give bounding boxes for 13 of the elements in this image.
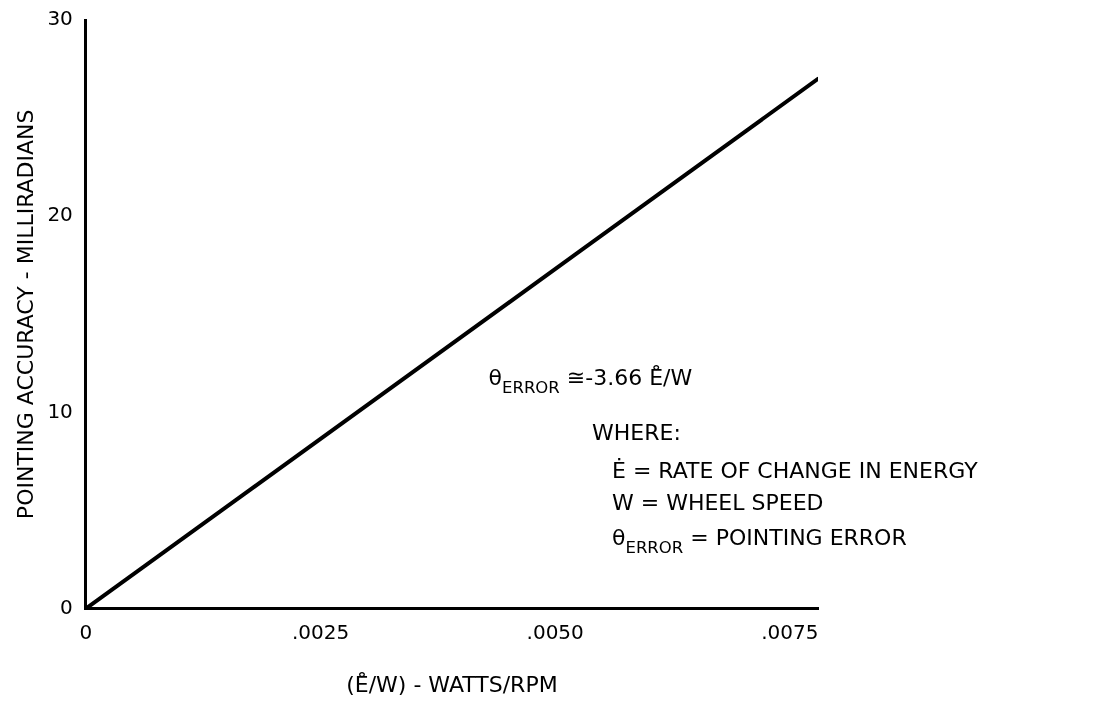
- x-axis-title: (E̊/W) - WATTS/RPM: [346, 670, 558, 697]
- annotation: Ė = RATE OF CHANGE IN ENERGY: [612, 458, 979, 483]
- y-tick-label: 20: [47, 202, 73, 227]
- x-tick-label: 0: [79, 619, 93, 644]
- y-tick-label: 30: [47, 6, 73, 31]
- annotation: W = WHEEL SPEED: [612, 490, 824, 515]
- y-tick-label: 10: [47, 398, 73, 423]
- y-axis-title: POINTING ACCURACY - MILLIRADIANS: [12, 109, 38, 520]
- annotation: WHERE:: [592, 420, 681, 445]
- x-tick-label: .0025: [291, 619, 350, 644]
- y-tick-label: 0: [60, 594, 73, 619]
- x-tick-label: .0050: [526, 619, 584, 644]
- x-tick-label: .0075: [761, 619, 819, 644]
